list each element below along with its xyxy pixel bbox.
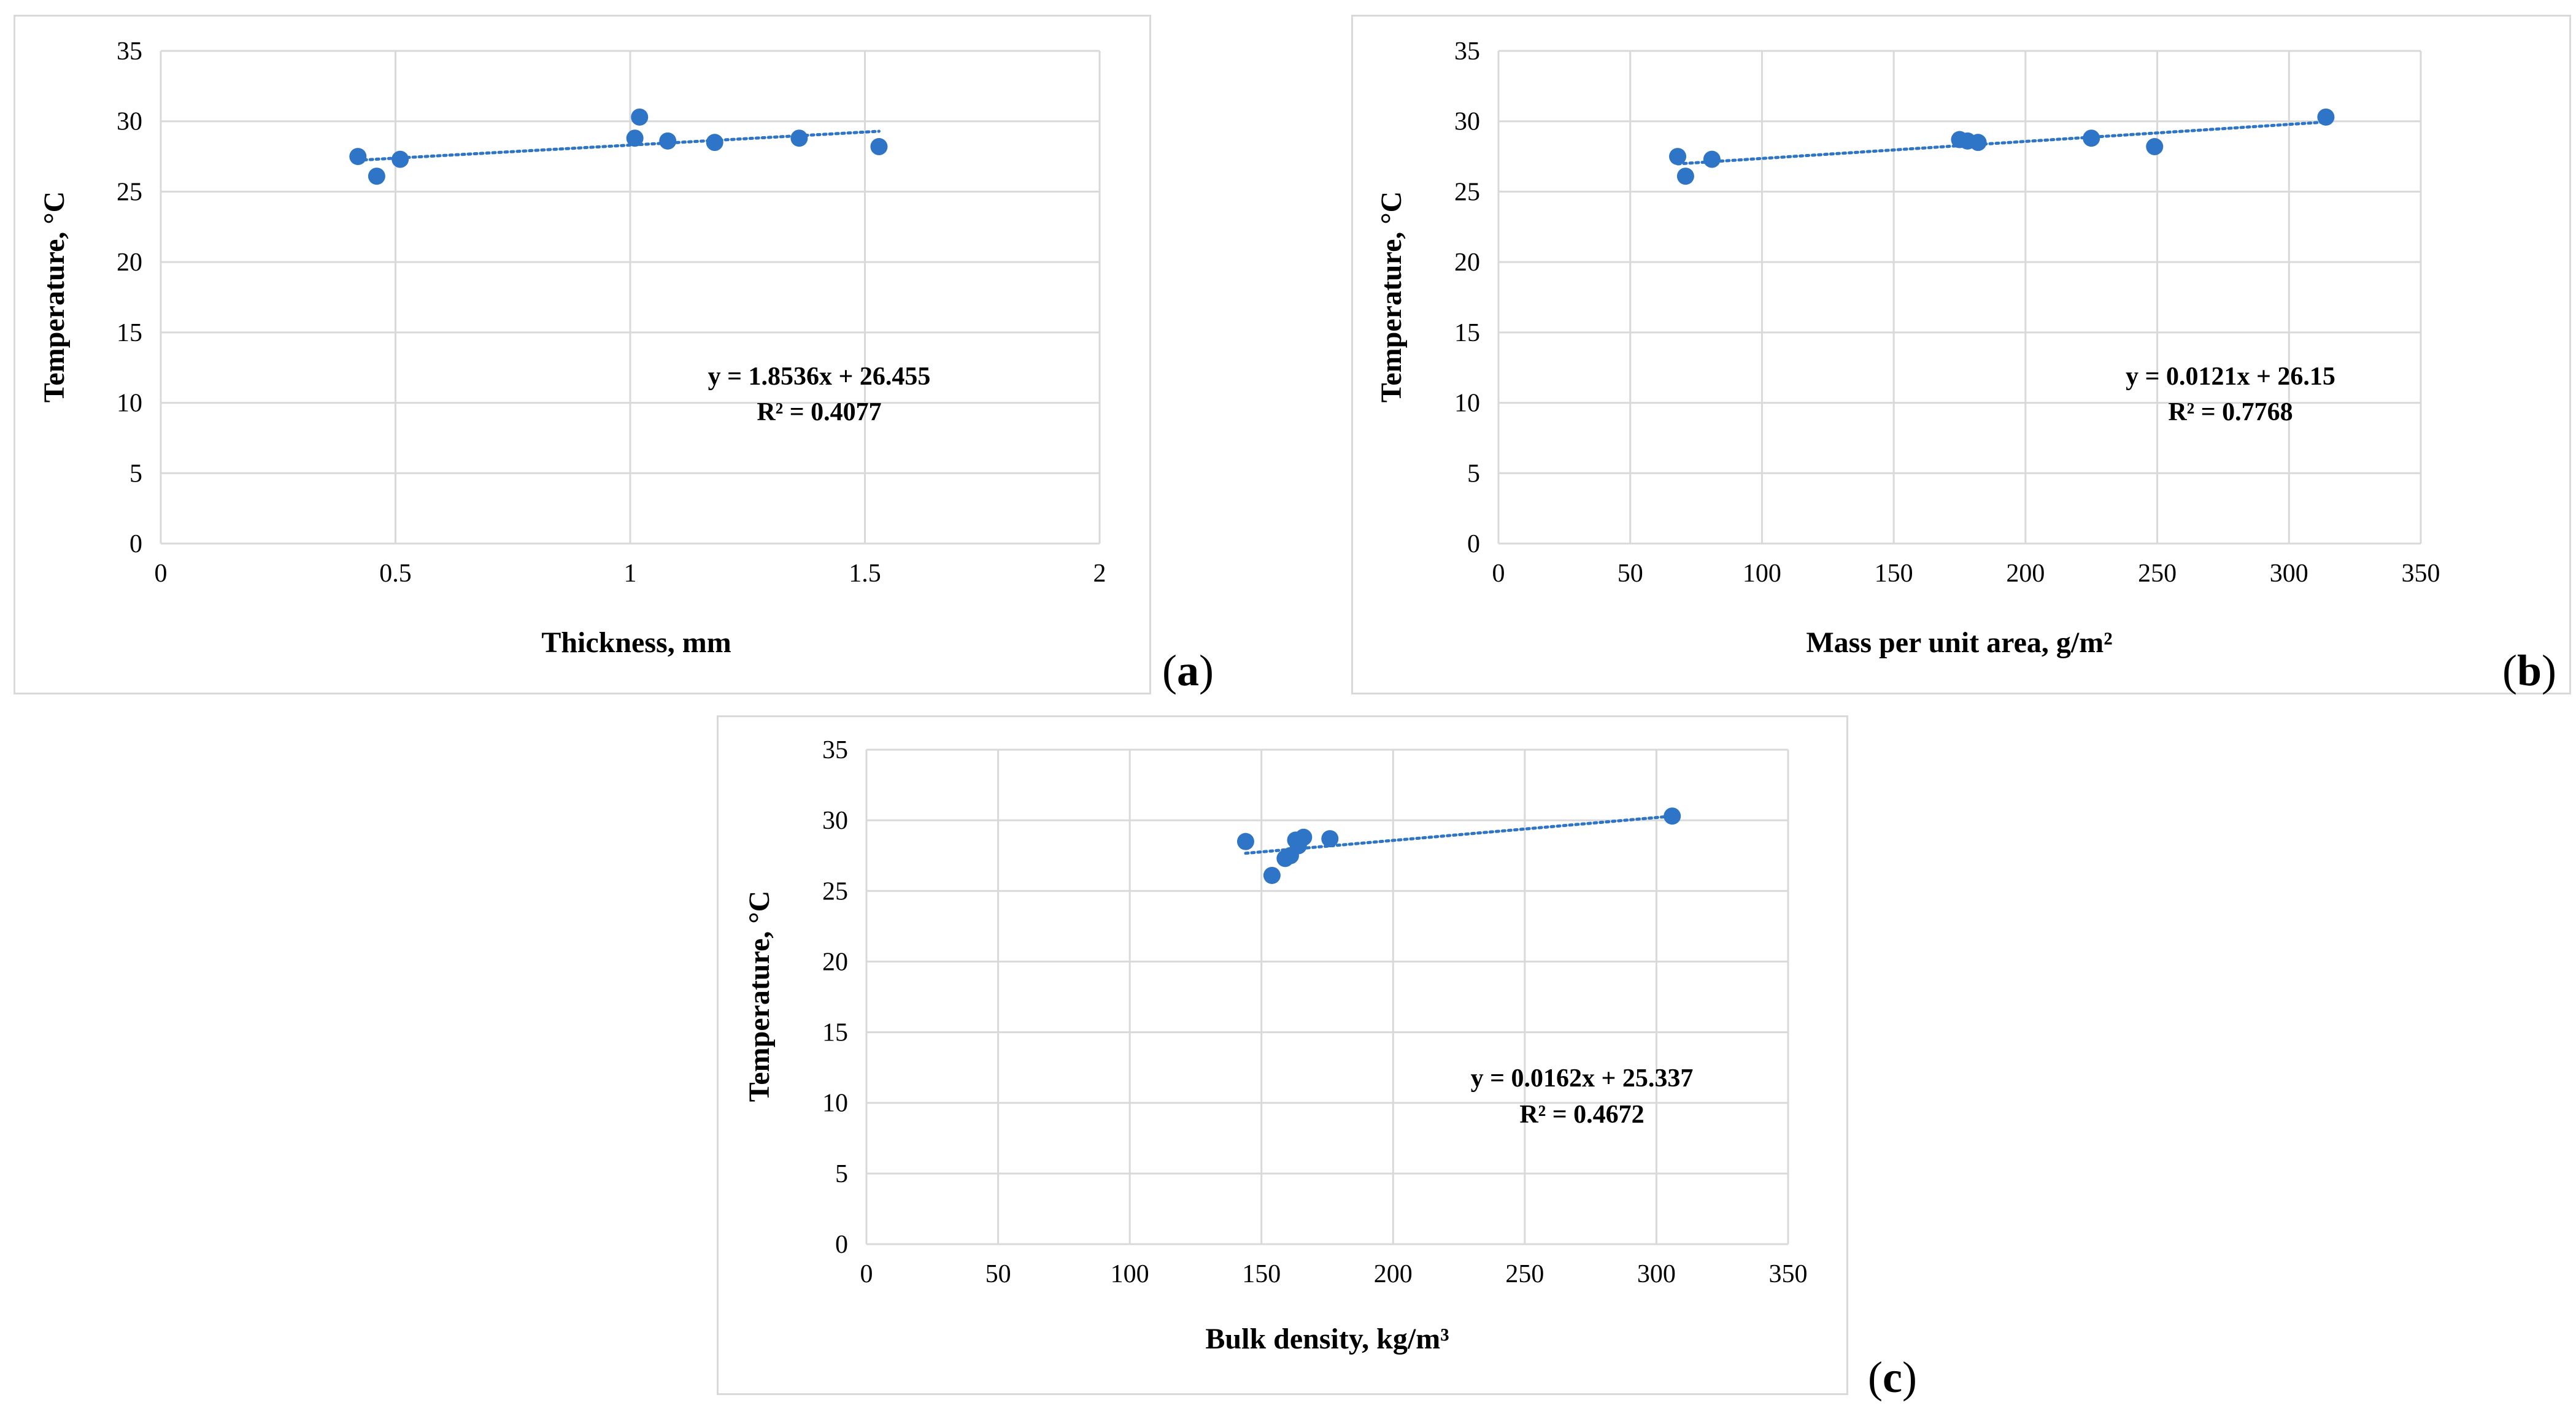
- panel-label-c: (c): [1868, 1353, 1917, 1402]
- data-point-a-2: [391, 150, 409, 168]
- data-point-b-6: [2083, 129, 2100, 147]
- x-tick-label-b-2: 100: [1743, 560, 1781, 588]
- x-tick-label-a-4: 2: [1093, 560, 1106, 588]
- data-point-b-5: [1969, 134, 1987, 152]
- x-tick-label-b-4: 200: [2006, 560, 2045, 588]
- data-point-c-8: [1664, 807, 1681, 825]
- x-tick-label-b-7: 350: [2402, 560, 2440, 588]
- trendline-equation-a: y = 1.8536x + 26.455: [708, 363, 931, 391]
- data-point-c-6: [1295, 828, 1313, 846]
- trendline-equation-b: y = 0.0121x + 26.15: [2126, 363, 2335, 391]
- y-tick-label-c-1: 5: [835, 1160, 848, 1188]
- y-tick-label-b-1: 5: [1467, 460, 1480, 488]
- x-tick-label-c-0: 0: [860, 1260, 873, 1288]
- panel-label-b: (b): [2502, 646, 2557, 695]
- x-tick-label-c-3: 150: [1242, 1260, 1281, 1288]
- y-tick-label-c-5: 25: [822, 877, 848, 906]
- data-point-c-7: [1321, 830, 1339, 848]
- data-point-c-0: [1236, 833, 1254, 850]
- y-tick-label-b-7: 35: [1454, 37, 1480, 66]
- data-point-a-3: [626, 129, 644, 147]
- chart-panel-a: [13, 15, 1151, 694]
- y-tick-label-c-2: 10: [822, 1090, 848, 1118]
- trendline-b: [1676, 120, 2327, 166]
- y-tick-label-b-3: 15: [1454, 319, 1480, 347]
- y-tick-label-a-0: 0: [129, 530, 142, 558]
- x-axis-title-b: Mass per unit area, g/m²: [1806, 626, 2112, 659]
- data-point-a-4: [631, 108, 649, 126]
- x-axis-title-a: Thickness, mm: [541, 626, 731, 659]
- r-squared-label-b: R² = 0.7768: [2168, 398, 2293, 426]
- y-tick-label-c-7: 35: [822, 736, 848, 764]
- y-tick-label-b-5: 25: [1454, 178, 1480, 206]
- data-point-c-1: [1263, 866, 1281, 884]
- r-squared-label-c: R² = 0.4672: [1519, 1101, 1644, 1129]
- x-tick-label-a-2: 1: [624, 560, 637, 588]
- data-point-b-7: [2146, 138, 2164, 156]
- y-tick-label-c-0: 0: [835, 1231, 848, 1259]
- r-squared-label-a: R² = 0.4077: [757, 398, 881, 426]
- data-point-a-8: [870, 138, 888, 156]
- trendline-equation-c: y = 0.0162x + 25.337: [1471, 1064, 1694, 1093]
- y-tick-label-c-4: 20: [822, 948, 848, 976]
- y-tick-label-c-3: 15: [822, 1019, 848, 1047]
- x-tick-label-a-1: 0.5: [379, 560, 412, 588]
- x-tick-label-b-6: 300: [2270, 560, 2308, 588]
- y-tick-label-a-5: 25: [117, 178, 142, 206]
- y-axis-title-c: Temperature, °C: [743, 891, 776, 1102]
- x-tick-label-c-1: 50: [985, 1260, 1011, 1288]
- x-tick-label-c-7: 350: [1769, 1260, 1808, 1288]
- y-tick-label-a-2: 10: [117, 390, 142, 418]
- y-tick-label-a-4: 20: [117, 248, 142, 277]
- y-tick-label-a-3: 15: [117, 319, 142, 347]
- x-tick-label-a-3: 1.5: [849, 560, 881, 588]
- x-tick-label-c-5: 250: [1505, 1260, 1544, 1288]
- x-tick-label-b-1: 50: [1618, 560, 1643, 588]
- panel-label-a: (a): [1162, 646, 1214, 695]
- data-point-b-8: [2317, 108, 2335, 126]
- y-tick-label-b-0: 0: [1467, 530, 1480, 558]
- x-tick-label-b-5: 250: [2138, 560, 2177, 588]
- y-axis-title-b: Temperature, °C: [1375, 191, 1408, 402]
- data-point-b-1: [1676, 167, 1694, 185]
- data-point-a-0: [349, 148, 367, 166]
- chart-panel-b: [1351, 15, 2571, 694]
- x-tick-label-c-4: 200: [1374, 1260, 1413, 1288]
- y-axis-title-a: Temperature, °C: [38, 191, 71, 402]
- chart-panel-c: [717, 715, 1848, 1395]
- data-point-a-1: [368, 167, 385, 185]
- y-tick-label-b-4: 20: [1454, 248, 1480, 277]
- y-tick-label-a-7: 35: [117, 37, 142, 66]
- y-tick-label-c-6: 30: [822, 807, 848, 835]
- data-point-a-6: [706, 134, 723, 152]
- data-point-b-0: [1669, 148, 1687, 166]
- x-tick-label-b-0: 0: [1492, 560, 1505, 588]
- trendline-c: [1244, 814, 1674, 855]
- y-tick-label-a-6: 30: [117, 108, 142, 136]
- y-tick-label-b-2: 10: [1454, 390, 1480, 418]
- data-point-b-2: [1703, 150, 1721, 168]
- data-point-a-5: [659, 132, 677, 150]
- x-tick-label-b-3: 150: [1875, 560, 1913, 588]
- x-tick-label-c-2: 100: [1111, 1260, 1149, 1288]
- data-point-a-7: [790, 129, 808, 147]
- y-tick-label-b-6: 30: [1454, 108, 1480, 136]
- x-axis-title-c: Bulk density, kg/m³: [1205, 1323, 1449, 1355]
- y-tick-label-a-1: 5: [129, 460, 142, 488]
- x-tick-label-c-6: 300: [1637, 1260, 1676, 1288]
- x-tick-label-a-0: 0: [155, 560, 168, 588]
